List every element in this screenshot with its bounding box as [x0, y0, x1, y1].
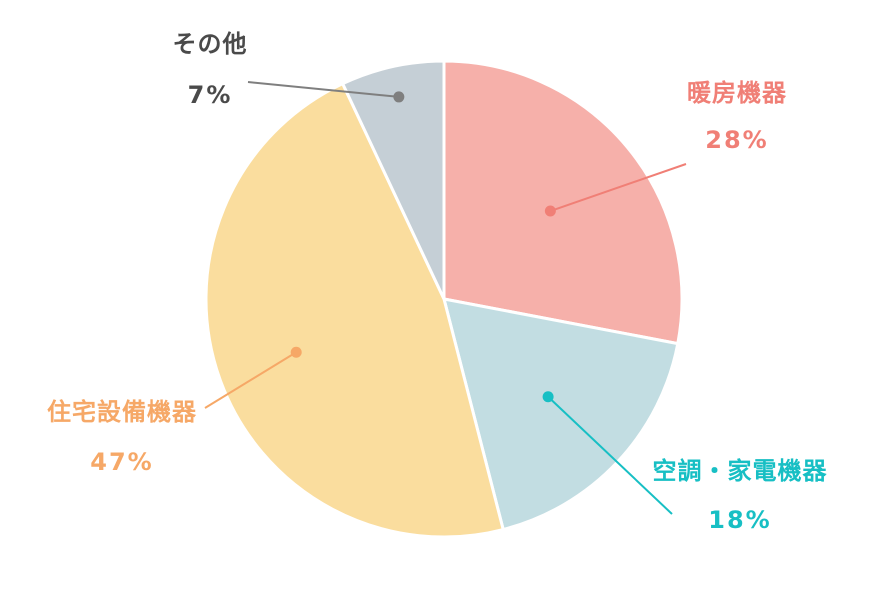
slice-label-other: その他 [173, 30, 248, 58]
slice-heating-leader-line [550, 163, 687, 212]
slice-value-housing-equipment: 47% [90, 448, 153, 476]
slice-value-other: 7% [188, 81, 233, 109]
slice-heating [442, 59, 684, 346]
slice-label-housing-equipment: 住宅設備機器 [47, 398, 197, 426]
slice-other [341, 59, 446, 301]
slice-housing-equipment [204, 82, 505, 539]
leader-lines [204, 81, 687, 515]
slice-housing-equipment-leader-line [204, 351, 297, 409]
slice-other-leader-dot [393, 91, 405, 103]
slice-heating-leader-dot [544, 205, 556, 217]
slice-value-aircon-appliance: 18% [708, 506, 771, 534]
slice-aircon-appliance-leader-line [547, 396, 673, 515]
slice-value-heating: 28% [705, 126, 768, 154]
slice-aircon-appliance-leader-dot [542, 391, 554, 403]
slice-other-leader-line [247, 81, 399, 98]
slice-label-aircon-appliance: 空調・家電機器 [653, 457, 828, 485]
pie-slices [204, 59, 684, 539]
slice-housing-equipment-leader-dot [290, 346, 302, 358]
slice-label-heating: 暖房機器 [687, 79, 787, 107]
